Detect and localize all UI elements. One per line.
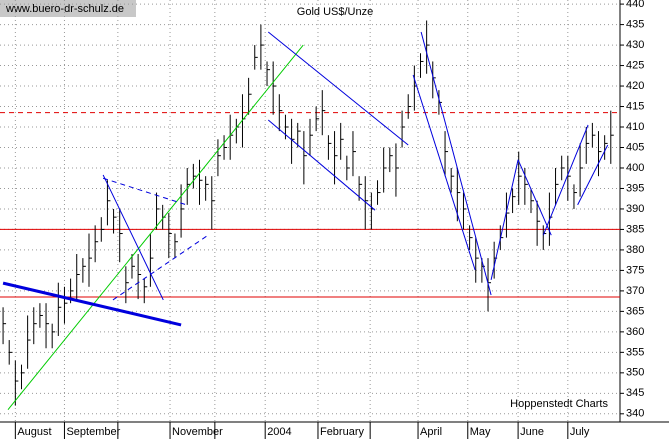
trend-line — [420, 31, 492, 296]
y-tick-label: 425 — [626, 59, 644, 71]
trend-line — [102, 177, 188, 206]
y-tick-label: 355 — [626, 346, 644, 358]
trend-line — [112, 234, 209, 301]
y-tick-label: 370 — [626, 285, 644, 297]
x-tick-label: February — [320, 426, 365, 438]
trend-line — [490, 159, 519, 280]
y-tick-label: 340 — [626, 408, 644, 420]
y-tick-label: 430 — [626, 39, 644, 51]
y-tick-label: 405 — [626, 141, 644, 153]
y-tick-label: 420 — [626, 80, 644, 92]
x-tick-label: May — [470, 426, 491, 438]
x-tick-label: July — [570, 426, 590, 438]
trend-line — [267, 31, 409, 146]
y-tick-label: 375 — [626, 264, 644, 276]
trend-line — [267, 119, 376, 211]
trend-line — [517, 159, 552, 236]
credit: Hoppenstedt Charts — [510, 398, 608, 410]
y-tick-label: 410 — [626, 121, 644, 133]
y-tick-label: 400 — [626, 162, 644, 174]
y-tick-label: 440 — [626, 0, 644, 10]
y-tick-label: 345 — [626, 387, 644, 399]
trend-line — [542, 124, 589, 236]
y-tick-label: 360 — [626, 326, 644, 338]
source-badge — [0, 0, 136, 17]
x-tick-label: June — [520, 426, 544, 438]
y-tick-label: 390 — [626, 203, 644, 215]
x-tick-label: November — [172, 426, 223, 438]
trend-line — [577, 144, 609, 206]
y-tick-label: 350 — [626, 367, 644, 379]
x-tick-label: August — [17, 426, 51, 438]
y-tick-label: 365 — [626, 305, 644, 317]
y-tick-label: 380 — [626, 244, 644, 256]
trend-line — [7, 44, 304, 411]
y-tick-label: 385 — [626, 223, 644, 235]
y-tick-label: 415 — [626, 100, 644, 112]
trend-line — [2, 281, 182, 327]
y-tick-label: 395 — [626, 182, 644, 194]
trend-line — [412, 74, 476, 271]
trend-line — [102, 174, 164, 301]
x-tick-label: April — [420, 426, 442, 438]
x-tick-label: September — [66, 426, 120, 438]
y-tick-label: 435 — [626, 18, 644, 30]
chart-title: Gold US$/Unze — [297, 6, 373, 18]
x-tick-label: 2004 — [267, 426, 291, 438]
